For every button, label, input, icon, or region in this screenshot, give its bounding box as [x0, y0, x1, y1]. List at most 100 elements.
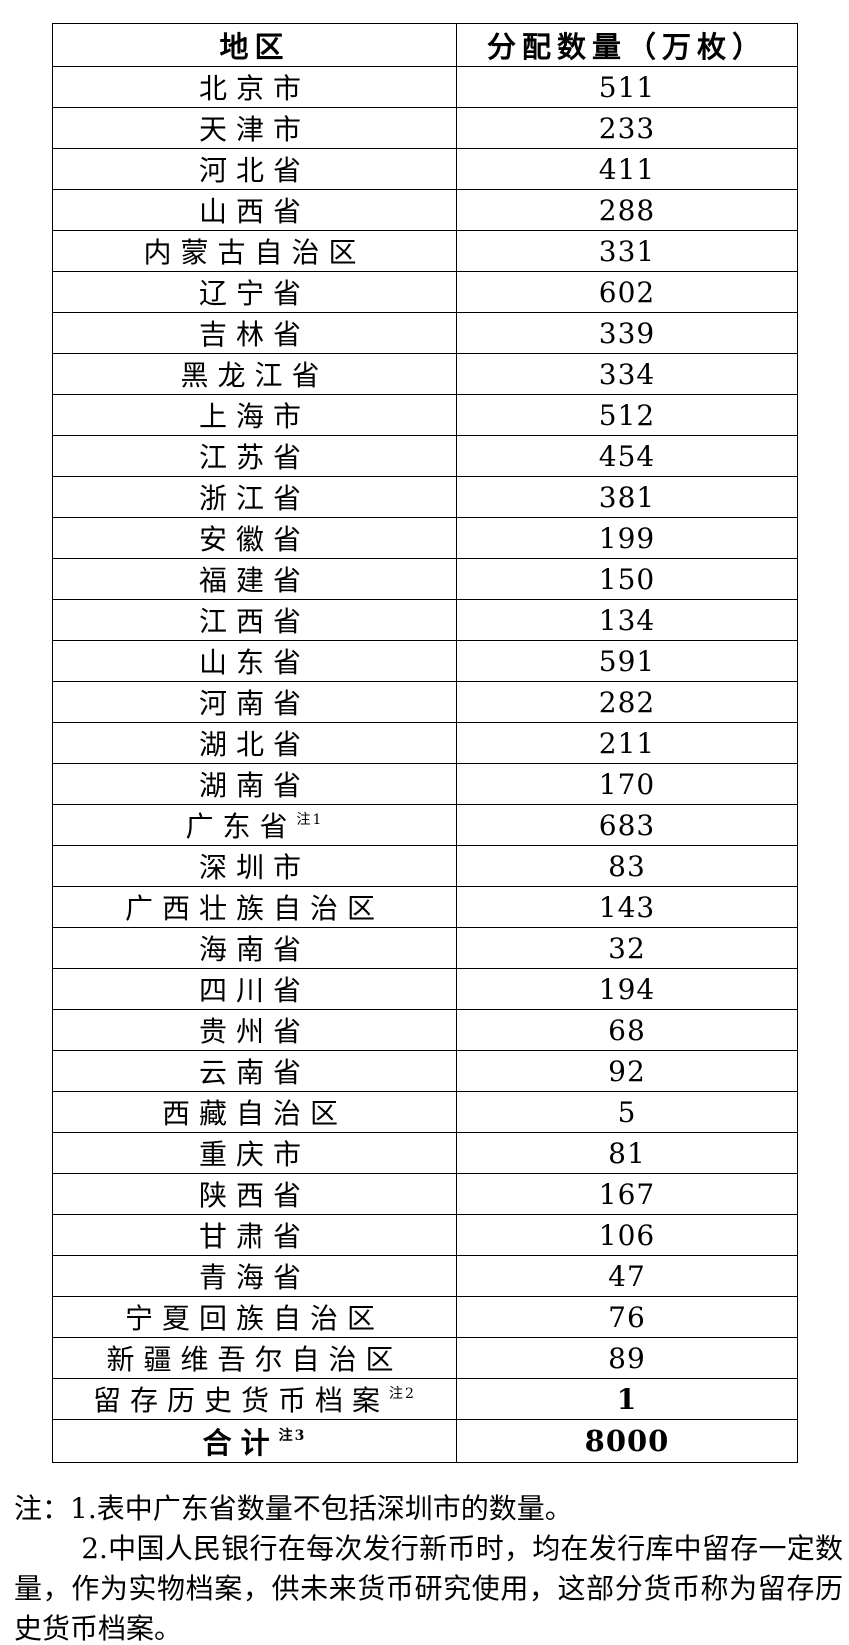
- note-item-1: 1.表中广东省数量不包括深圳市的数量。: [70, 1492, 573, 1525]
- region-cell: 云南省: [52, 1050, 457, 1092]
- table-row: 江西省 134: [52, 599, 798, 641]
- value-cell: 381: [456, 476, 798, 518]
- region-cell: 北京市: [52, 66, 457, 108]
- note-ref: 注1: [296, 811, 324, 828]
- value-cell: 288: [456, 189, 798, 231]
- value-cell: 143: [456, 886, 798, 928]
- table-row: 甘肃省 106: [52, 1214, 798, 1256]
- notes-section: 注：1.表中广东省数量不包括深圳市的数量。 2.中国人民银行在每次发行新币时，均…: [14, 1489, 843, 1645]
- region-cell: 合计注3: [52, 1419, 457, 1463]
- table-row: 留存历史货币档案注2 1: [52, 1378, 798, 1420]
- region-cell: 山西省: [52, 189, 457, 231]
- column-header-region: 地区: [52, 23, 457, 67]
- region-cell: 天津市: [52, 107, 457, 149]
- table-row: 福建省 150: [52, 558, 798, 600]
- table-row: 吉林省 339: [52, 312, 798, 354]
- table-row: 陕西省 167: [52, 1173, 798, 1215]
- notes-prefix: 注：: [14, 1492, 71, 1525]
- region-cell: 甘肃省: [52, 1214, 457, 1256]
- table-row: 山西省 288: [52, 189, 798, 231]
- region-cell: 安徽省: [52, 517, 457, 559]
- table-row: 江苏省 454: [52, 435, 798, 477]
- header-row: 地区 分配数量（万枚）: [52, 23, 798, 67]
- region-cell: 江苏省: [52, 435, 457, 477]
- region-label: 江西省: [198, 605, 310, 638]
- value-cell: 411: [456, 148, 798, 190]
- region-cell: 四川省: [52, 968, 457, 1010]
- value-cell: 211: [456, 722, 798, 764]
- region-cell: 湖南省: [52, 763, 457, 805]
- note-item-2: 2.中国人民银行在每次发行新币时，均在发行库中留存一定数量，作为实物档案，供未来…: [14, 1532, 843, 1645]
- region-cell: 新疆维吾尔自治区: [52, 1337, 457, 1379]
- value-cell: 81: [456, 1132, 798, 1174]
- table-row: 河南省 282: [52, 681, 798, 723]
- table-row: 浙江省 381: [52, 476, 798, 518]
- region-label: 吉林省: [198, 318, 310, 351]
- region-label: 河南省: [198, 687, 310, 720]
- region-label: 合计: [202, 1426, 279, 1460]
- region-cell: 上海市: [52, 394, 457, 436]
- table-row: 河北省 411: [52, 148, 798, 190]
- region-cell: 河北省: [52, 148, 457, 190]
- value-cell: 512: [456, 394, 798, 436]
- table-row: 海南省 32: [52, 927, 798, 969]
- table-row: 宁夏回族自治区 76: [52, 1296, 798, 1338]
- table-row: 重庆市 81: [52, 1132, 798, 1174]
- table-row: 青海省 47: [52, 1255, 798, 1297]
- table-row: 上海市 512: [52, 394, 798, 436]
- table-row: 新疆维吾尔自治区 89: [52, 1337, 798, 1379]
- region-label: 广东省: [185, 810, 297, 843]
- value-cell: 339: [456, 312, 798, 354]
- region-cell: 内蒙古自治区: [52, 230, 457, 272]
- region-cell: 留存历史货币档案注2: [52, 1378, 457, 1420]
- region-cell: 广西壮族自治区: [52, 886, 457, 928]
- region-label: 北京市: [198, 72, 310, 105]
- region-cell: 福建省: [52, 558, 457, 600]
- allocation-table: 地区 分配数量（万枚） 北京市 511 天津市 233 河北省 411 山西省 288 内蒙古自…: [52, 23, 798, 1463]
- region-label: 青海省: [198, 1261, 310, 1294]
- table-row: 山东省 591: [52, 640, 798, 682]
- region-label: 留存历史货币档案: [93, 1384, 390, 1417]
- region-label: 云南省: [198, 1056, 310, 1089]
- region-label: 贵州省: [198, 1015, 310, 1048]
- value-cell: 454: [456, 435, 798, 477]
- table-row: 广西壮族自治区 143: [52, 886, 798, 928]
- value-cell: 199: [456, 517, 798, 559]
- region-cell: 吉林省: [52, 312, 457, 354]
- region-label: 浙江省: [198, 482, 310, 515]
- region-label: 重庆市: [198, 1138, 310, 1171]
- table-row: 湖南省 170: [52, 763, 798, 805]
- region-label: 内蒙古自治区: [143, 236, 366, 269]
- region-label: 湖南省: [198, 769, 310, 802]
- region-cell: 贵州省: [52, 1009, 457, 1051]
- region-label: 湖北省: [198, 728, 310, 761]
- table-row: 湖北省 211: [52, 722, 798, 764]
- value-cell: 89: [456, 1337, 798, 1379]
- value-cell: 92: [456, 1050, 798, 1092]
- region-label: 广西壮族自治区: [124, 892, 384, 925]
- value-cell: 511: [456, 66, 798, 108]
- note-ref: 注3: [278, 1428, 307, 1445]
- region-cell: 青海省: [52, 1255, 457, 1297]
- region-label: 陕西省: [198, 1179, 310, 1212]
- value-cell: 134: [456, 599, 798, 641]
- table-row: 四川省 194: [52, 968, 798, 1010]
- value-cell: 331: [456, 230, 798, 272]
- table-header: 地区 分配数量（万枚）: [52, 23, 798, 67]
- region-cell: 浙江省: [52, 476, 457, 518]
- region-label: 江苏省: [198, 441, 310, 474]
- region-cell: 西藏自治区: [52, 1091, 457, 1133]
- region-cell: 河南省: [52, 681, 457, 723]
- value-cell: 76: [456, 1296, 798, 1338]
- value-cell: 32: [456, 927, 798, 969]
- value-cell: 334: [456, 353, 798, 395]
- table-row: 贵州省 68: [52, 1009, 798, 1051]
- region-label: 四川省: [198, 974, 310, 1007]
- region-cell: 陕西省: [52, 1173, 457, 1215]
- table-row: 云南省 92: [52, 1050, 798, 1092]
- region-label: 山西省: [198, 195, 310, 228]
- region-cell: 辽宁省: [52, 271, 457, 313]
- region-cell: 深圳市: [52, 845, 457, 887]
- region-cell: 海南省: [52, 927, 457, 969]
